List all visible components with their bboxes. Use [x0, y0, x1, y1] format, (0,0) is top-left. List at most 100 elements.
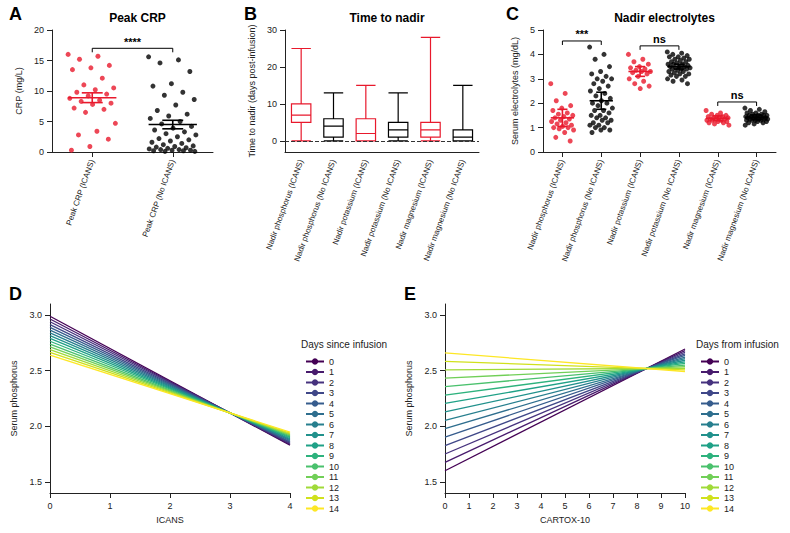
svg-text:Nadir potassium (ICANS): Nadir potassium (ICANS) [331, 158, 370, 246]
svg-text:7: 7 [724, 430, 729, 440]
svg-text:2: 2 [724, 378, 729, 388]
svg-text:4: 4 [287, 501, 292, 511]
svg-text:13: 13 [724, 493, 734, 503]
svg-text:D: D [9, 284, 22, 304]
svg-text:20: 20 [267, 62, 277, 72]
svg-text:Nadir magnesium (No ICANS): Nadir magnesium (No ICANS) [422, 158, 467, 262]
svg-text:10: 10 [680, 501, 690, 511]
svg-text:3: 3 [724, 388, 729, 398]
svg-text:Nadir magnesium (No ICANS): Nadir magnesium (No ICANS) [716, 158, 761, 262]
svg-text:0: 0 [724, 357, 729, 367]
svg-text:3: 3 [227, 501, 232, 511]
svg-text:0: 0 [272, 136, 277, 146]
svg-text:15: 15 [34, 56, 44, 66]
svg-text:Nadir potassium (No ICANS): Nadir potassium (No ICANS) [640, 158, 684, 257]
svg-text:2.0: 2.0 [424, 421, 437, 431]
svg-text:Nadir phosphorus (ICANS): Nadir phosphorus (ICANS) [264, 158, 305, 251]
svg-text:****: **** [124, 36, 142, 48]
svg-text:CARTOX-10: CARTOX-10 [540, 515, 590, 525]
svg-text:2.5: 2.5 [424, 366, 437, 376]
svg-text:11: 11 [329, 472, 338, 482]
svg-text:0: 0 [47, 501, 52, 511]
svg-text:10: 10 [267, 99, 277, 109]
svg-text:3: 3 [329, 388, 334, 398]
svg-text:12: 12 [724, 483, 734, 493]
svg-text:14: 14 [329, 504, 339, 514]
svg-text:Peak CRP (ICANS): Peak CRP (ICANS) [64, 158, 96, 226]
svg-text:4: 4 [724, 399, 729, 409]
svg-text:4: 4 [538, 501, 543, 511]
svg-text:14: 14 [724, 504, 734, 514]
svg-text:5: 5 [329, 409, 334, 419]
svg-text:3: 3 [514, 501, 519, 511]
svg-text:CRP (mg/L): CRP (mg/L) [14, 67, 24, 114]
svg-text:2: 2 [167, 501, 172, 511]
svg-text:1: 1 [530, 123, 535, 133]
svg-text:30: 30 [267, 25, 277, 35]
svg-text:5: 5 [39, 117, 44, 127]
svg-text:9: 9 [329, 451, 334, 461]
svg-text:E: E [404, 284, 416, 304]
svg-text:0: 0 [329, 357, 334, 367]
svg-text:Days since infusion: Days since infusion [301, 339, 387, 350]
svg-text:1: 1 [466, 501, 471, 511]
svg-text:6: 6 [586, 501, 591, 511]
svg-text:C: C [506, 4, 519, 24]
svg-text:9: 9 [658, 501, 663, 511]
svg-text:Time to nadir (days post-infus: Time to nadir (days post-infusion) [247, 24, 257, 157]
svg-text:12: 12 [329, 483, 339, 493]
svg-text:3: 3 [530, 74, 535, 84]
svg-text:10: 10 [34, 86, 44, 96]
svg-text:8: 8 [724, 441, 729, 451]
svg-text:1.5: 1.5 [424, 477, 437, 487]
svg-text:0: 0 [530, 147, 535, 157]
svg-text:Nadir potassium (ICANS): Nadir potassium (ICANS) [605, 158, 644, 246]
svg-text:0: 0 [39, 147, 44, 157]
svg-text:0: 0 [442, 501, 447, 511]
svg-text:1: 1 [107, 501, 112, 511]
svg-text:5: 5 [724, 409, 729, 419]
svg-text:Nadir magnesium (ICANS): Nadir magnesium (ICANS) [394, 158, 435, 250]
svg-text:ICANS: ICANS [156, 515, 184, 525]
svg-text:5: 5 [562, 501, 567, 511]
svg-text:1.5: 1.5 [29, 477, 42, 487]
svg-text:10: 10 [724, 462, 734, 472]
svg-text:8: 8 [634, 501, 639, 511]
svg-text:3.0: 3.0 [29, 310, 42, 320]
svg-text:Serum electrolytes (mg/dL): Serum electrolytes (mg/dL) [510, 37, 520, 145]
svg-text:3.0: 3.0 [424, 310, 437, 320]
svg-text:ns: ns [731, 89, 744, 101]
svg-text:Serum phosphorus: Serum phosphorus [404, 360, 414, 437]
svg-text:2: 2 [490, 501, 495, 511]
svg-text:ns: ns [653, 33, 666, 45]
svg-text:7: 7 [329, 430, 334, 440]
svg-text:8: 8 [329, 441, 334, 451]
svg-text:A: A [9, 4, 22, 24]
svg-text:13: 13 [329, 493, 339, 503]
svg-text:6: 6 [724, 420, 729, 430]
svg-text:2.5: 2.5 [29, 366, 42, 376]
svg-text:20: 20 [34, 25, 44, 35]
svg-text:11: 11 [724, 472, 733, 482]
svg-text:10: 10 [329, 462, 339, 472]
svg-text:2: 2 [530, 98, 535, 108]
svg-text:Serum phosphorus: Serum phosphorus [9, 360, 19, 437]
svg-text:Peak CRP (No ICANS): Peak CRP (No ICANS) [141, 158, 177, 238]
svg-text:***: *** [575, 28, 589, 40]
svg-text:2: 2 [329, 378, 334, 388]
svg-text:4: 4 [530, 49, 535, 59]
svg-text:2.0: 2.0 [29, 421, 42, 431]
svg-text:4: 4 [329, 399, 334, 409]
svg-text:Time to nadir: Time to nadir [349, 11, 424, 25]
svg-text:7: 7 [610, 501, 615, 511]
svg-text:1: 1 [329, 367, 334, 377]
svg-text:6: 6 [329, 420, 334, 430]
svg-text:5: 5 [530, 25, 535, 35]
svg-text:Nadir phosphorus (No ICANS): Nadir phosphorus (No ICANS) [560, 158, 605, 263]
svg-text:Peak CRP: Peak CRP [109, 11, 166, 25]
svg-text:Nadir phosphorus (ICANS): Nadir phosphorus (ICANS) [526, 158, 567, 251]
svg-text:1: 1 [724, 367, 729, 377]
svg-text:Days from infusion: Days from infusion [696, 339, 779, 350]
svg-text:Nadir electrolytes: Nadir electrolytes [614, 11, 715, 25]
svg-text:B: B [244, 4, 257, 24]
